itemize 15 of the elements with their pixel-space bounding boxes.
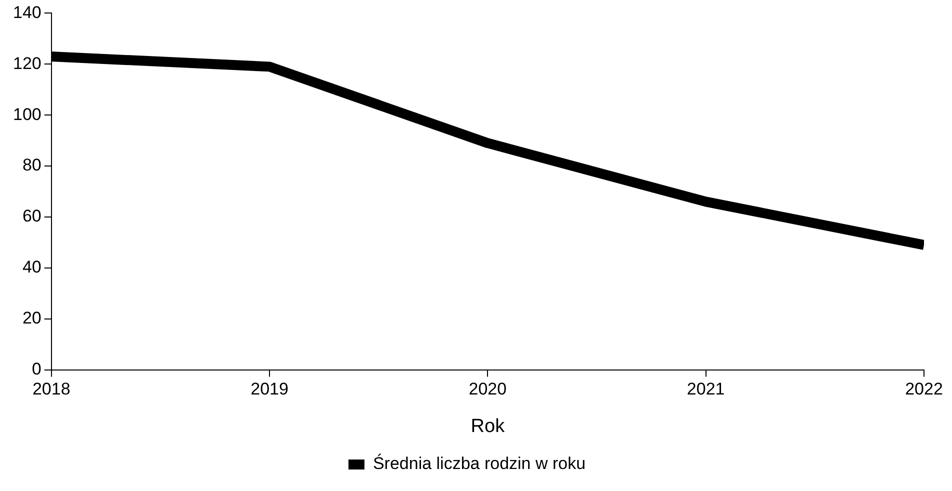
- y-tick-label: 140: [12, 2, 42, 22]
- legend-label: Średnia liczba rodzin w roku: [372, 453, 586, 474]
- x-tick-label: 2018: [32, 380, 70, 399]
- y-tick-label: 100: [12, 104, 42, 124]
- x-tick-label: 2019: [250, 380, 288, 399]
- x-tick-label: 2021: [686, 380, 725, 399]
- y-tick-label: 20: [22, 308, 42, 328]
- y-tick-label: 80: [22, 156, 42, 175]
- x-tick-label: 2020: [468, 380, 507, 399]
- y-tick-label: 40: [22, 258, 42, 277]
- y-tick-label: 60: [22, 206, 42, 226]
- y-tick-label: 0: [32, 359, 42, 378]
- x-tick-label: 2022: [905, 380, 943, 399]
- x-axis-title: Rok: [470, 416, 506, 437]
- y-tick-label: 120: [12, 54, 42, 73]
